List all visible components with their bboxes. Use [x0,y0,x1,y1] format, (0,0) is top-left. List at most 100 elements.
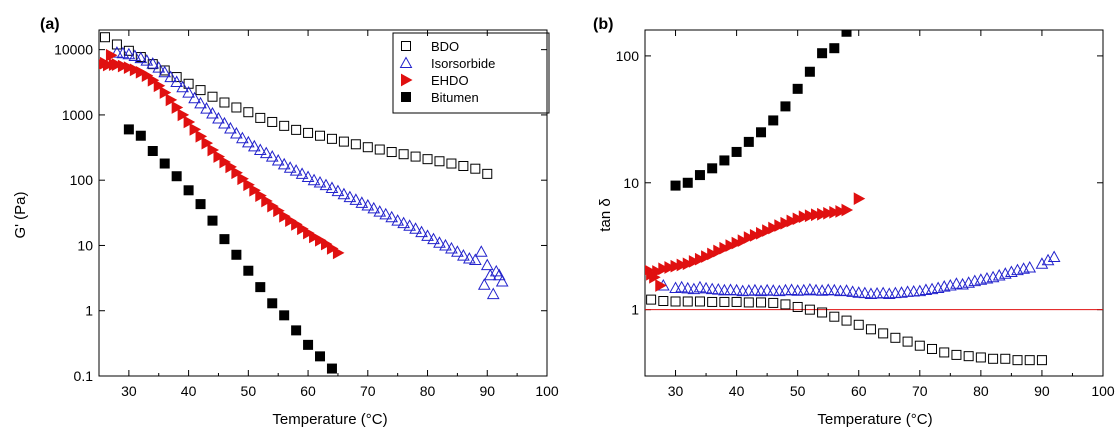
panel-b-data-point [711,283,725,295]
panel-a-data-point [122,47,136,60]
panel-b-data-point [840,284,853,296]
panel-b-data-point [876,286,890,299]
panel-a-series-bdo [99,32,493,179]
panel-b-data-point [951,349,962,360]
panel-b-data-point [780,299,791,310]
panel-b-data-point [853,319,864,330]
panel-b-data-point [694,170,705,181]
panel-b-data-point [841,315,852,326]
panel-a-data-point [111,39,122,50]
panel-a-data-point [495,275,509,287]
panel-b-data-point [762,224,774,237]
panel-a-data-point [374,144,385,155]
panel-a-plot-frame [98,29,548,377]
panel-b-data-point [804,304,815,315]
panel-b-data-point [773,284,786,297]
panel-b-data-point [693,280,707,293]
panel-b-data-point [743,297,754,308]
panel-a-data-point [492,268,506,281]
panel-a-series-isorsorbide [110,46,509,300]
panel-a-data-point [307,173,321,186]
panel-b-data-point [1024,355,1035,366]
panel-a-data-point [332,246,345,260]
panel-b-data-point [803,283,817,295]
panel-b-data-point [834,284,847,297]
panel-b-data-point [682,257,695,271]
panel-a-legend-marker [401,92,411,102]
panel-b-series-bdo [646,294,1047,366]
panel-b-data-point [792,212,805,226]
panel-a-data-point [247,139,261,152]
panel-b-data-point [804,66,815,77]
panel-b-plot-frame [644,29,1104,377]
panel-b-data-point [786,214,799,228]
panel-a-data-point [147,73,160,87]
panel-a-data-point [331,184,345,197]
panel-b-data-point [835,205,847,218]
panel-a-data-point [261,194,273,208]
panel-a-data-point [480,258,494,271]
panel-a-data-point [279,310,290,321]
panel-a-data-point [255,189,267,202]
panel-b-data-point [705,282,719,295]
panel-a-data-point [285,214,297,227]
panel-a-x-axis-title: Temperature (°C) [272,411,387,428]
panel-b-data-point [768,115,779,126]
panel-a-data-point [213,150,226,163]
panel-b-data-point [841,203,854,217]
panel-a-data-point [477,278,491,290]
panel-b-data-group [645,30,1061,366]
panel-b-data-point [731,296,742,307]
panel-a-data-point [303,127,314,138]
panel-a-data-group [99,32,509,374]
panel-a-data-point [267,116,278,127]
panel-b-data-point [719,241,731,255]
panel-a-data-point [135,130,146,141]
panel-b-data-point [853,192,866,205]
panel-b-data-point [756,127,767,138]
panel-a-data-point [117,59,130,73]
panel-a-data-point [439,238,452,251]
panel-a-data-point [134,51,148,64]
panel-a-data-point [446,158,457,169]
panel-a-data-point [241,135,255,148]
panel-a-data-point [349,193,363,205]
panel-b-data-point [817,207,829,221]
panel-a-data-point [338,136,349,147]
panel-b-data-point [652,265,664,278]
panel-b-data-point [754,284,768,297]
panel-a-data-point [195,129,208,143]
panel-a-data-point [243,265,254,276]
panel-a-data-point [111,58,124,71]
panel-b-label: (b) [593,16,613,33]
panel-a-data-point [315,130,326,141]
panel-b-x-tick-label: 80 [973,383,989,399]
panel-a-x-tick-label: 60 [300,383,316,399]
panel-b-data-point [827,283,841,296]
panel-b-data-point [719,296,730,307]
panel-b-x-tick-label: 100 [1091,383,1115,399]
panel-a-data-point [194,96,207,109]
panel-a-data-point [410,151,421,162]
panel-b-data-point [865,324,876,335]
panel-b-data-point [718,283,731,296]
panel-b-data-point [670,259,683,273]
panel-a-data-point [206,106,219,119]
panel-b-data-point [675,280,688,293]
panel-b-data-point [699,281,713,294]
panel-b-data-point [670,180,681,191]
panel-a-x-tick-label: 100 [535,383,559,399]
panel-b-data-point [1041,253,1055,266]
panel-a-data-point [153,79,166,93]
panel-a-data-point [224,121,237,134]
panel-b-data-point [682,296,693,307]
panel-b-data-point [731,146,742,157]
panel-a-data-point [165,93,178,107]
panel-a-x-tick-label: 40 [181,383,197,399]
panel-a-data-point [267,298,278,309]
panel-a-data-point [415,225,428,238]
panel-a-data-point [434,156,445,167]
panel-b-data-point [950,277,963,289]
panel-b-data-point [817,307,828,318]
